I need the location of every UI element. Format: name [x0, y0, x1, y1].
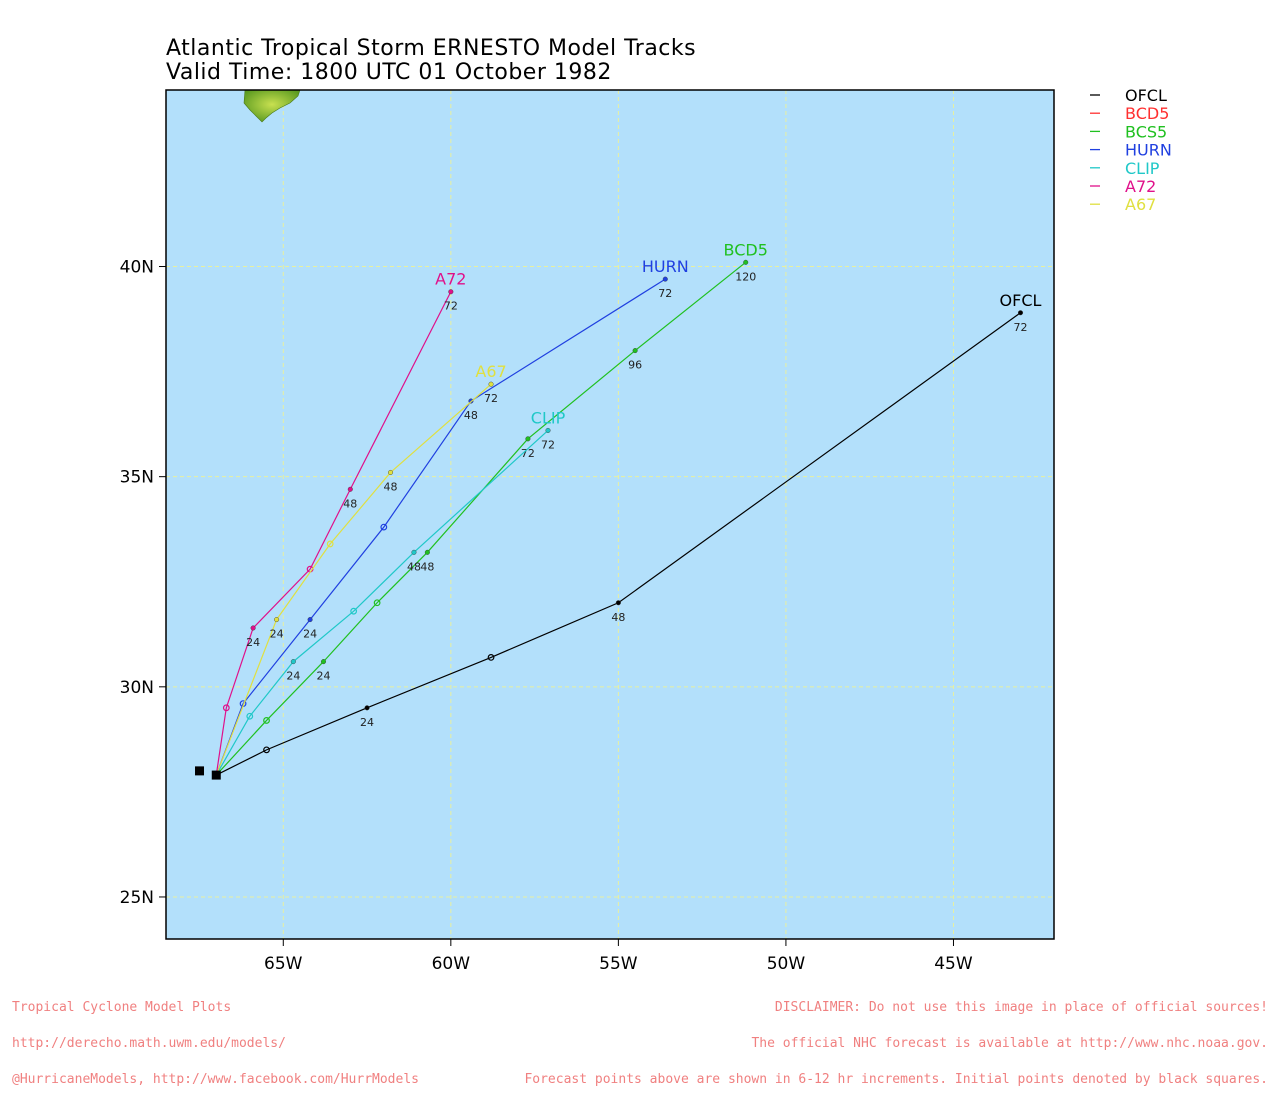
forecast-hour-label: 72: [521, 447, 535, 460]
forecast-hour-label: 24: [360, 716, 374, 729]
lon-tick-label: 50W: [767, 954, 806, 974]
legend-label: BCS5: [1125, 122, 1167, 141]
forecast-hour-label: 72: [484, 392, 498, 405]
track-point: [307, 617, 313, 623]
forecast-hour-label: 120: [735, 270, 756, 283]
track-line-bcs5: [215, 261, 747, 776]
map-svg: 24 48 72 OFCL 24 48 72 96 120 BCD5 24 48 72 HURN 24 48 7…: [120, 86, 1172, 974]
track-point: [326, 540, 334, 548]
track-point: [263, 746, 270, 754]
track-point: [545, 427, 551, 433]
forecast-hour-label: 72: [541, 438, 555, 451]
forecast-hour-label: 48: [420, 560, 434, 573]
lat-tick-label: 35N: [120, 468, 154, 488]
track-line-clip: [215, 429, 549, 776]
forecast-hour-label: 48: [343, 497, 357, 510]
forecast-hour-label: 48: [407, 560, 421, 573]
legend-label: A67: [1125, 195, 1156, 214]
forecast-hour-label: 48: [464, 409, 478, 422]
track-end-label: BCD5: [724, 240, 768, 259]
forecast-hour-label: 72: [444, 300, 458, 313]
track-point: [263, 717, 270, 724]
legend-label: A72: [1125, 177, 1156, 196]
track-point: [1017, 310, 1023, 316]
track-point: [615, 600, 621, 606]
track-point: [380, 523, 388, 531]
track-point: [743, 259, 749, 265]
footer-right: DISCLAIMER: Do not use this image in pla…: [524, 978, 1268, 1098]
track-point: [487, 654, 495, 661]
track-point: [424, 549, 430, 555]
footer-line: @HurricaneModels, http://www.facebook.co…: [12, 1072, 419, 1087]
track-end-label: A72: [435, 270, 466, 289]
track-point: [274, 617, 280, 623]
track-end-label: HURN: [642, 257, 689, 276]
track-point: [388, 469, 394, 475]
legend-label: CLIP: [1125, 159, 1160, 178]
ocean-area: [166, 90, 1054, 939]
footer-line: http://derecho.math.uwm.edu/models/: [12, 1036, 286, 1051]
track-point: [525, 436, 531, 442]
lat-tick-label: 30N: [120, 678, 154, 698]
track-line-a72: [215, 291, 452, 776]
forecast-hour-label: 72: [1013, 321, 1027, 334]
forecast-hour-label: 72: [658, 287, 672, 300]
chart-subtitle: Valid Time: 1800 UTC 01 October 1982: [166, 60, 612, 85]
land-nova-scotia: [243, 90, 301, 123]
lon-tick-label: 55W: [599, 954, 638, 974]
track-point: [246, 712, 254, 720]
track-line-a67: [215, 383, 492, 776]
forecast-hour-label: 24: [316, 670, 330, 683]
track-end-label: CLIP: [531, 408, 566, 427]
track-point: [290, 659, 296, 665]
track-line-ofcl: [215, 312, 1021, 776]
track-point: [364, 705, 370, 711]
initial-position-marker: [195, 766, 205, 776]
disclaimer-line: The official NHC forecast is available a…: [751, 1036, 1268, 1051]
track-point: [632, 348, 638, 354]
forecast-hour-label: 48: [611, 611, 625, 624]
forecast-hour-label: 96: [628, 359, 642, 372]
track-end-label: A67: [475, 362, 506, 381]
legend-label: HURN: [1125, 141, 1172, 160]
track-end-label: OFCL: [1000, 291, 1042, 310]
track-point: [411, 549, 417, 555]
legend-label: OFCL: [1125, 86, 1167, 105]
forecast-hour-label: 24: [270, 628, 284, 641]
track-line-hurn: [215, 278, 666, 776]
disclaimer-line: DISCLAIMER: Do not use this image in pla…: [774, 1000, 1268, 1015]
lon-tick-label: 45W: [934, 954, 973, 974]
track-point: [662, 276, 668, 282]
track-point: [347, 486, 353, 492]
footer-line: Tropical Cyclone Model Plots: [12, 1000, 232, 1015]
legend-label: BCD5: [1125, 104, 1169, 123]
lon-tick-label: 65W: [264, 954, 303, 974]
forecast-hour-label: 24: [246, 636, 260, 649]
lat-tick-label: 40N: [120, 258, 154, 278]
forecast-hour-label: 24: [303, 628, 317, 641]
chart-title: Atlantic Tropical Storm ERNESTO Model Tr…: [166, 36, 697, 61]
forecast-hour-label: 24: [286, 670, 300, 683]
track-point: [488, 381, 494, 387]
lon-tick-label: 60W: [432, 954, 471, 974]
track-point: [222, 704, 230, 712]
track-point: [350, 607, 358, 615]
lat-tick-label: 25N: [120, 888, 154, 908]
track-point: [320, 659, 326, 665]
track-point: [373, 599, 381, 607]
forecast-hour-label: 48: [384, 480, 398, 493]
plot-frame: [165, 89, 1055, 940]
track-point: [448, 289, 454, 295]
disclaimer-line: Forecast points above are shown in 6-12 …: [524, 1072, 1268, 1087]
initial-position-marker: [211, 770, 221, 780]
footer-left: Tropical Cyclone Model Plots http://dere…: [12, 978, 419, 1098]
track-point: [250, 625, 256, 631]
